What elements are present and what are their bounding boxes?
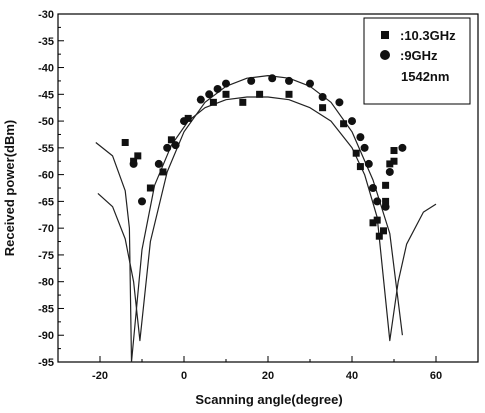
point-10-3ghz — [380, 227, 387, 235]
y-tick-label: -95 — [38, 357, 54, 369]
y-tick-label: -90 — [38, 330, 54, 342]
point-9ghz — [360, 143, 369, 152]
y-tick-label: -65 — [38, 196, 54, 208]
point-9ghz — [369, 184, 377, 192]
y-tick-label: -60 — [38, 170, 54, 182]
legend-note: 1542nm — [401, 69, 449, 84]
fit-curve-fit-outer — [97, 74, 403, 342]
point-10-3ghz — [319, 104, 327, 112]
point-10-3ghz — [382, 181, 390, 189]
point-9ghz — [335, 98, 344, 107]
point-9ghz — [163, 143, 172, 152]
y-tick-label: -50 — [38, 116, 54, 128]
point-10-3ghz — [386, 160, 394, 168]
point-9ghz — [154, 159, 163, 168]
y-tick-label: -70 — [38, 223, 54, 235]
point-9ghz — [171, 141, 180, 150]
point-9ghz — [385, 167, 394, 176]
y-tick-label: -40 — [38, 63, 54, 75]
point-9ghz — [213, 84, 222, 93]
point-9ghz — [348, 117, 356, 126]
point-10-3ghz — [146, 184, 154, 192]
point-9ghz — [381, 202, 390, 211]
y-tick-label: -85 — [38, 303, 54, 315]
point-10-3ghz — [382, 197, 390, 205]
ticks: -20 0 20 40 60 -30 -35 -40 -45 -50 -55 -60 -65 -70 -75… — [38, 9, 479, 382]
point-10-3ghz — [134, 152, 142, 160]
point-9ghz — [138, 197, 146, 206]
point-10-3ghz — [390, 147, 398, 155]
x-tick-label: 60 — [430, 370, 442, 382]
point-10-3ghz — [369, 219, 377, 227]
point-9ghz — [398, 143, 407, 152]
point-9ghz — [318, 92, 327, 101]
point-10-3ghz — [390, 157, 398, 165]
legend-label-10-3ghz: :10.3GHz — [400, 28, 456, 43]
point-10-3ghz — [256, 90, 264, 98]
point-10-3ghz — [375, 232, 383, 240]
point-9ghz — [268, 74, 277, 83]
point-9ghz — [129, 159, 138, 168]
point-10-3ghz — [159, 168, 167, 176]
point-10-3ghz — [222, 90, 230, 98]
y-axis-title: Received power(dBm) — [2, 120, 17, 257]
y-tick-label: -80 — [38, 277, 54, 289]
point-9ghz — [222, 79, 230, 88]
point-10-3ghz — [167, 136, 175, 144]
legend-label-9ghz: :9GHz — [400, 48, 438, 63]
x-axis-title: Scanning angle(degree) — [195, 392, 342, 407]
point-10-3ghz — [373, 216, 381, 224]
legend: :10.3GHz :9GHz 1542nm — [363, 17, 471, 105]
point-9ghz — [205, 90, 214, 99]
point-10-3ghz — [184, 114, 192, 122]
point-10-3ghz — [340, 120, 348, 128]
x-tick-label: 20 — [262, 370, 274, 382]
legend-circle-marker — [380, 50, 390, 60]
y-tick-label: -45 — [38, 89, 54, 101]
point-9ghz — [247, 76, 256, 85]
point-10-3ghz — [121, 138, 129, 146]
legend-square-marker — [381, 31, 389, 39]
data-points — [121, 74, 407, 240]
point-9ghz — [285, 76, 293, 85]
x-tick-label: 0 — [181, 370, 187, 382]
y-tick-label: -75 — [38, 250, 54, 262]
x-tick-label: -20 — [92, 370, 108, 382]
y-tick-label: -30 — [38, 9, 54, 21]
point-9ghz — [306, 79, 314, 88]
point-9ghz — [356, 133, 365, 142]
x-tick-label: 40 — [346, 370, 358, 382]
point-9ghz — [364, 159, 373, 168]
point-9ghz — [180, 117, 188, 126]
point-10-3ghz — [352, 149, 360, 157]
fit-curves — [95, 74, 437, 363]
point-10-3ghz — [239, 98, 247, 106]
point-9ghz — [196, 95, 205, 104]
point-9ghz — [373, 197, 382, 206]
y-tick-label: -35 — [38, 36, 54, 48]
point-10-3ghz — [356, 163, 364, 171]
point-10-3ghz — [285, 90, 293, 98]
y-tick-label: -55 — [38, 143, 54, 155]
point-10-3ghz — [209, 98, 217, 106]
